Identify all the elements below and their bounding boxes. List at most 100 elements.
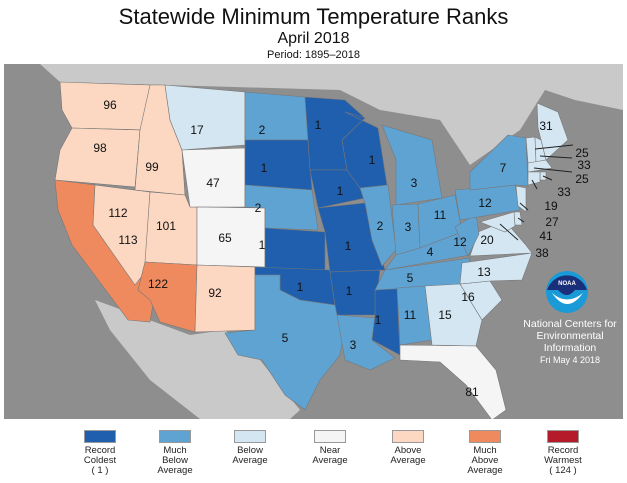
- rank-label-md: 38: [535, 246, 549, 260]
- canada-landmass: [4, 64, 623, 165]
- state-ny: [469, 134, 529, 191]
- rank-label-pa: 12: [478, 196, 492, 210]
- leader-line-md: [499, 223, 519, 241]
- legend-label: Above: [394, 445, 422, 456]
- rank-label-co: 65: [218, 231, 232, 245]
- map-period: Period: 1895–2018: [267, 49, 360, 61]
- legend-label: Warmest: [544, 455, 582, 466]
- legend-label: Average: [390, 455, 426, 466]
- rank-label-va: 20: [480, 233, 494, 247]
- legend-label: Record: [547, 445, 579, 456]
- rank-label-ri: 33: [557, 185, 571, 199]
- ncei-credit: National Centers for Environmental Infor…: [515, 318, 625, 366]
- legend-label: Below: [162, 455, 188, 466]
- state-ga: [424, 283, 483, 347]
- legend-label: Near: [319, 445, 341, 456]
- rank-label-vt: 25: [575, 146, 589, 160]
- legend-label: Record: [84, 445, 116, 456]
- mexico-landmass: [95, 300, 300, 419]
- state-sd: [244, 139, 313, 191]
- legend-label: Much: [473, 445, 497, 456]
- state-mi: [381, 124, 443, 206]
- state-wi: [341, 111, 388, 189]
- legend-item-record-coldest: Record Coldest( 1 ): [65, 430, 135, 476]
- legend-label: Below: [237, 445, 263, 456]
- state-or: [54, 127, 141, 188]
- leader-line-ri: [542, 175, 553, 181]
- legend-swatch: [234, 430, 266, 443]
- legend-label: Average: [467, 465, 503, 476]
- legend-swatch: [159, 430, 191, 443]
- leader-line-nh: [539, 155, 573, 159]
- rank-label-ma: 25: [575, 172, 589, 186]
- rank-label-sd: 1: [261, 161, 268, 175]
- legend-item-below: Below Average: [215, 430, 285, 466]
- legend-swatch: [547, 430, 579, 443]
- noaa-logo-top: [547, 275, 587, 295]
- credit-date: Fri May 4 2018: [539, 355, 601, 365]
- state-il: [359, 184, 397, 267]
- noaa-logo-gull: [552, 293, 583, 304]
- legend-label: Much: [163, 445, 187, 456]
- state-ks: [264, 227, 326, 271]
- rank-label-nm: 92: [208, 286, 222, 300]
- rank-label-mo: 1: [345, 239, 352, 253]
- state-vt: [525, 136, 537, 164]
- leader-line-ct: [531, 179, 538, 190]
- rank-label-in: 3: [405, 220, 412, 234]
- legend-item-much-above: Much Above Average: [450, 430, 520, 476]
- legend-item-near: Near Average: [295, 430, 365, 466]
- rank-label-de: 41: [539, 229, 553, 243]
- rank-label-ar: 1: [346, 284, 353, 298]
- leader-line-ma: [533, 167, 573, 173]
- rank-label-tn: 5: [407, 271, 414, 285]
- leader-line-de: [517, 217, 525, 223]
- rank-label-nj: 27: [545, 215, 559, 229]
- rank-label-wa: 96: [103, 98, 117, 112]
- rank-label-mi: 3: [411, 176, 418, 190]
- state-md: [479, 211, 516, 233]
- rank-label-ga: 15: [438, 308, 452, 322]
- legend: Record Coldest( 1 ) Much Below Average Below A…: [0, 430, 627, 483]
- legend-item-record-warmest: Record Warmest( 124 ): [528, 430, 598, 476]
- legend-item-above: Above Average: [373, 430, 443, 466]
- state-fl: [399, 344, 507, 419]
- rank-label-il: 2: [377, 219, 384, 233]
- credit-line-2: Environmental: [536, 330, 604, 342]
- legend-swatch: [314, 430, 346, 443]
- state-ar: [329, 269, 381, 316]
- leader-line-vt: [534, 144, 574, 150]
- rank-label-id: 99: [145, 160, 159, 174]
- rank-label-la: 3: [350, 338, 357, 352]
- rank-label-sc: 16: [461, 290, 475, 304]
- rank-label-ct: 19: [544, 199, 558, 213]
- legend-label: ( 124 ): [549, 465, 577, 476]
- rank-label-ks: 1: [259, 238, 266, 252]
- leader-line-nj: [519, 202, 529, 211]
- state-tx: [224, 274, 346, 411]
- legend-label: Average: [157, 465, 193, 476]
- state-nm: [194, 264, 256, 333]
- rank-label-al: 11: [404, 308, 417, 322]
- legend-swatch: [469, 430, 501, 443]
- rank-label-ok: 1: [297, 280, 304, 294]
- rank-label-ny: 7: [500, 161, 507, 175]
- state-me: [536, 102, 569, 161]
- rank-label-ca: 113: [118, 233, 137, 247]
- legend-swatch: [84, 430, 116, 443]
- state-nc: [459, 252, 533, 285]
- rank-label-wy: 47: [206, 176, 220, 190]
- rank-label-fl: 81: [465, 385, 479, 399]
- credit-line-3: Information: [543, 342, 597, 354]
- rank-label-tx: 5: [282, 331, 289, 345]
- legend-label: Average: [312, 455, 348, 466]
- legend-label: ( 1 ): [91, 465, 109, 476]
- rank-label-ky: 4: [427, 245, 434, 259]
- state-ct: [527, 171, 541, 186]
- rank-label-wv: 12: [453, 235, 467, 249]
- state-mt: [164, 84, 246, 151]
- rank-label-ms: 1: [375, 313, 382, 327]
- rank-label-mt: 17: [190, 123, 204, 137]
- noaa-logo-text: NOAA: [558, 281, 576, 287]
